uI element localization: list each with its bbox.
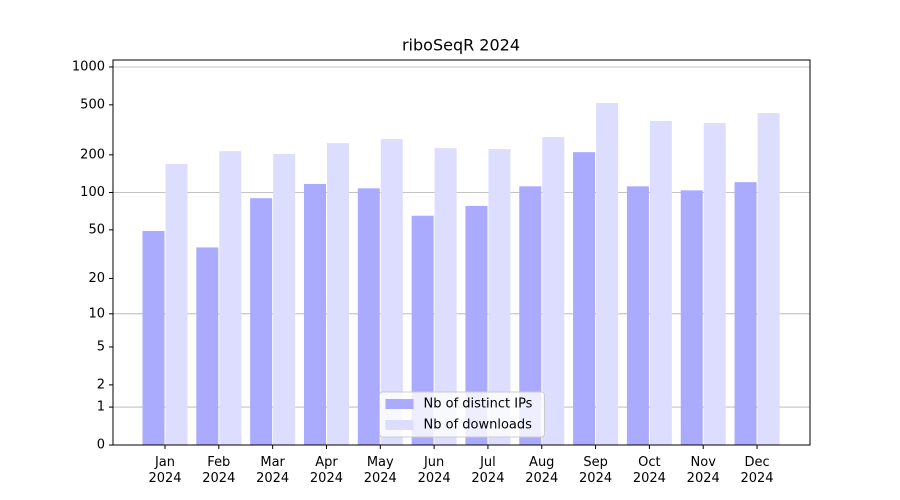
- y-tick-label: 50: [88, 222, 105, 237]
- bar: [219, 151, 242, 446]
- legend-label: Nb of distinct IPs: [424, 397, 533, 412]
- bar: [303, 183, 326, 445]
- bar: [757, 113, 780, 445]
- y-tick-label: 100: [80, 185, 105, 200]
- bar: [165, 163, 188, 445]
- x-tick-label: Oct 2024: [633, 455, 666, 486]
- bar: [273, 154, 296, 446]
- x-tick-label: Nov 2024: [687, 455, 720, 486]
- y-tick-label: 200: [80, 147, 105, 162]
- y-tick-label: 10: [88, 306, 105, 321]
- y-tick-label: 2: [97, 377, 105, 392]
- y-tick-label: 5: [97, 339, 105, 354]
- y-tick-label: 1: [97, 400, 105, 415]
- bar: [465, 205, 488, 445]
- y-tick-label: 500: [80, 97, 105, 112]
- bar: [357, 188, 380, 445]
- bar: [734, 182, 757, 445]
- legend-swatch: [385, 420, 414, 430]
- x-tick-label: May 2024: [364, 455, 397, 486]
- x-tick-label: Sep 2024: [579, 455, 612, 486]
- y-tick-label: 0: [97, 438, 105, 453]
- bar: [649, 120, 672, 445]
- bar: [142, 230, 165, 445]
- bar: [626, 186, 649, 445]
- bar: [596, 103, 619, 445]
- legend-swatch: [385, 399, 414, 409]
- x-tick-label: Jun 2024: [418, 455, 451, 486]
- legend-box: [379, 391, 545, 438]
- bar: [573, 152, 596, 446]
- legend-label: Nb of downloads: [424, 418, 533, 433]
- bar: [488, 149, 511, 445]
- bar: [519, 186, 542, 445]
- x-tick-label: Jan 2024: [148, 455, 181, 486]
- plot-frame: [112, 59, 811, 446]
- bar: [703, 123, 726, 446]
- y-tick-label: 1000: [72, 59, 105, 74]
- x-tick-label: Jul 2024: [471, 455, 504, 486]
- x-tick-label: Dec 2024: [740, 455, 773, 486]
- bar: [380, 139, 403, 445]
- bar: [411, 215, 434, 445]
- x-tick-label: Apr 2024: [310, 455, 343, 486]
- bar: [434, 148, 457, 445]
- x-tick-label: Aug 2024: [525, 455, 558, 486]
- bar: [196, 247, 219, 445]
- y-tick-label: 20: [88, 271, 105, 286]
- bar: [326, 143, 349, 445]
- bar: [542, 137, 565, 446]
- bar: [250, 198, 273, 445]
- x-tick-label: Mar 2024: [256, 455, 289, 486]
- bar: [680, 190, 703, 445]
- x-tick-label: Feb 2024: [202, 455, 235, 486]
- chart-title: riboSeqR 2024: [402, 36, 520, 55]
